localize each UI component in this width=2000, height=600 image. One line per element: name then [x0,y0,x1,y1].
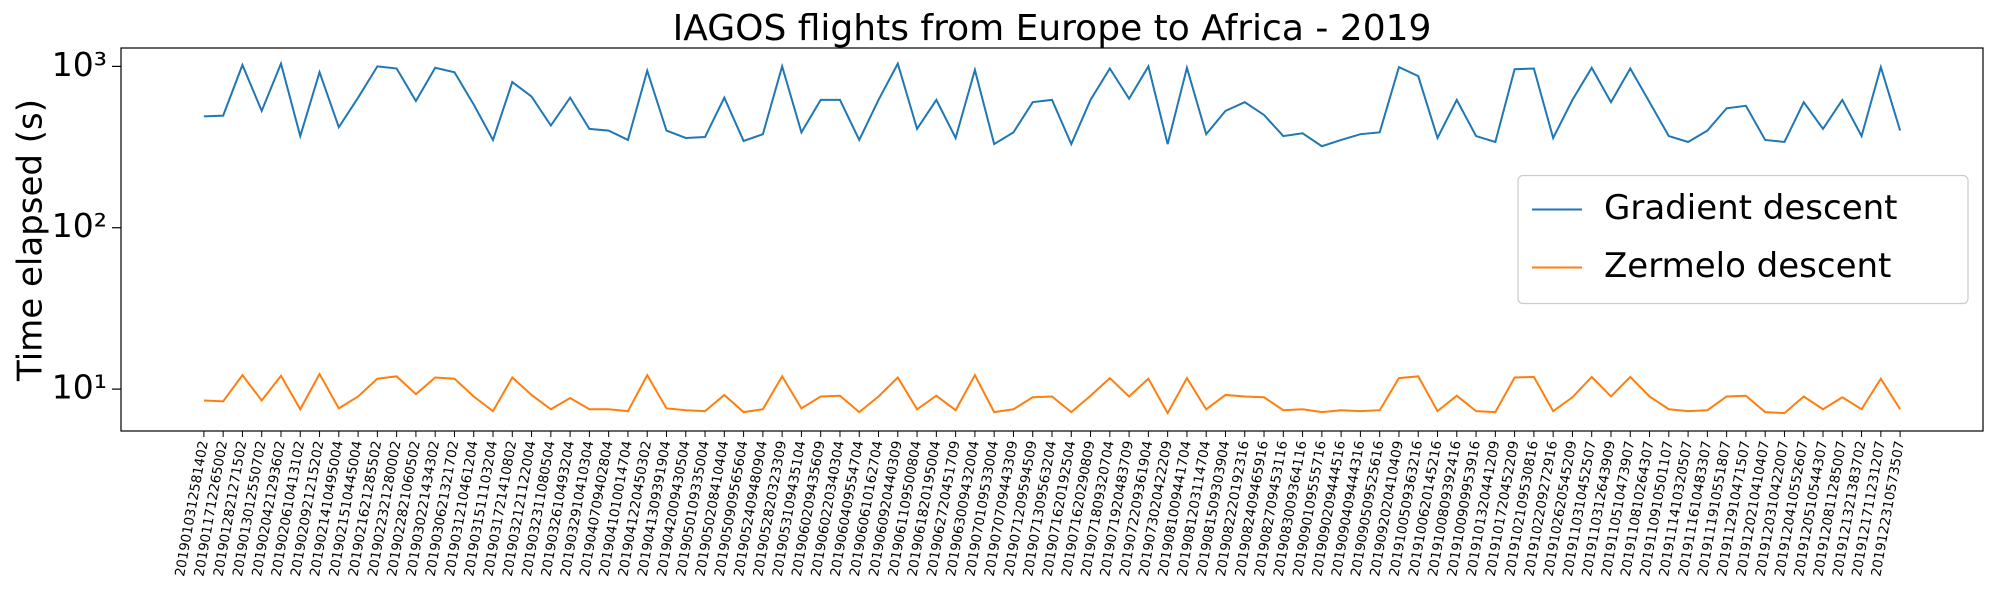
legend-label: Gradient descent [1604,188,1898,228]
y-tick-label: 10¹ [52,368,107,407]
legend-box [1517,174,1969,305]
y-tick-label: 10³ [52,45,107,84]
plot-frame [120,47,1984,432]
series-line [203,60,1902,148]
y-tick-label: 10² [52,206,107,245]
legend-label: Zermelo descent [1604,246,1891,286]
series-line [203,371,1901,416]
chart-title: IAGOS flights from Europe to Africa - 20… [673,8,1432,49]
y-axis-label: Time elapsed (s) [11,99,51,382]
